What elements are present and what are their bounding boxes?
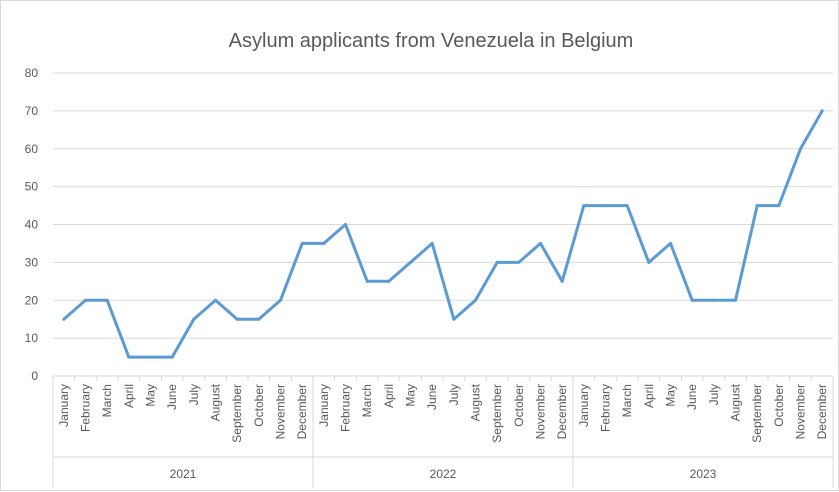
- x-tick-label: January: [57, 384, 71, 427]
- data-point: [344, 223, 347, 226]
- year-label: 2023: [690, 467, 717, 481]
- y-tick-label: 30: [25, 255, 39, 269]
- data-point: [474, 298, 477, 302]
- y-tick-label: 20: [25, 293, 39, 307]
- x-tick-label: August: [209, 383, 223, 421]
- data-point: [170, 355, 174, 359]
- x-tick-label: November: [274, 384, 288, 439]
- x-tick-label: June: [165, 384, 179, 410]
- x-tick-label: December: [555, 384, 569, 439]
- data-point: [235, 317, 239, 321]
- year-label: 2021: [170, 467, 197, 481]
- gridlines: [53, 72, 833, 339]
- data-point: [452, 317, 456, 321]
- x-tick-label: August: [729, 383, 743, 421]
- data-point: [127, 355, 131, 359]
- y-tick-label: 70: [25, 104, 39, 118]
- x-tick-label: February: [599, 384, 613, 432]
- data-point: [669, 241, 672, 245]
- x-tick-label: November: [794, 384, 808, 439]
- data-point: [149, 355, 152, 359]
- x-tick-label: January: [317, 384, 331, 427]
- data-point: [539, 241, 542, 245]
- series-line: [62, 109, 824, 359]
- x-tick-label: October: [252, 384, 266, 427]
- x-tick-label: November: [534, 384, 548, 439]
- y-tick-label: 10: [25, 331, 39, 345]
- x-tick-label: March: [360, 384, 374, 417]
- data-point: [647, 260, 651, 264]
- data-point: [625, 204, 629, 208]
- data-point: [105, 298, 109, 302]
- x-tick-label: September: [230, 384, 244, 443]
- x-tick-label: December: [815, 384, 829, 439]
- x-tick-label: March: [100, 384, 114, 417]
- data-point: [279, 298, 282, 302]
- x-tick-label: June: [685, 384, 699, 410]
- x-tick-label: October: [772, 384, 786, 427]
- data-point: [690, 298, 694, 302]
- data-point: [322, 241, 326, 245]
- x-tick-label: June: [425, 384, 439, 410]
- data-point: [734, 298, 737, 302]
- y-tick-label: 40: [25, 218, 39, 232]
- data-point: [409, 260, 412, 264]
- x-tick-label: February: [339, 384, 353, 432]
- data-point: [777, 204, 781, 208]
- data-point: [604, 204, 607, 208]
- data-point: [495, 260, 499, 264]
- x-axis-year-labels: 2021 2022 2023: [170, 467, 717, 481]
- data-point: [387, 279, 391, 283]
- x-tick-label: April: [382, 384, 396, 408]
- data-point: [560, 279, 564, 283]
- y-tick-label: 50: [25, 180, 39, 194]
- y-tick-label: 60: [25, 142, 39, 156]
- data-point: [799, 147, 802, 151]
- y-axis-ticks: 0 10 20 30 40 50 60 70 80: [25, 66, 39, 383]
- y-tick-label: 0: [31, 369, 38, 383]
- data-point: [300, 241, 304, 245]
- data-point: [582, 204, 586, 208]
- data-point: [430, 241, 434, 245]
- x-tick-label: August: [469, 383, 483, 421]
- data-point: [820, 109, 824, 113]
- y-tick-label: 80: [25, 66, 39, 80]
- data-point: [257, 317, 261, 321]
- x-tick-label: July: [447, 384, 461, 405]
- data-point: [365, 279, 369, 283]
- x-tick-label: September: [750, 384, 764, 443]
- data-point: [62, 317, 66, 321]
- x-tick-label: May: [404, 384, 418, 407]
- x-tick-label: January: [577, 384, 591, 427]
- data-point: [84, 298, 87, 302]
- x-tick-label: April: [642, 384, 656, 408]
- x-tick-label: February: [79, 384, 93, 432]
- data-point: [192, 317, 196, 321]
- chart-title: Asylum applicants from Venezuela in Belg…: [229, 30, 634, 52]
- x-tick-label: October: [512, 384, 526, 427]
- series-layer: [62, 109, 824, 359]
- data-point: [755, 204, 759, 208]
- x-tick-label: July: [187, 384, 201, 405]
- x-tick-label: September: [490, 384, 504, 443]
- x-tick-label: December: [295, 384, 309, 439]
- x-tick-label: May: [144, 384, 158, 407]
- x-axis: [52, 375, 834, 488]
- data-point: [517, 260, 521, 264]
- data-point: [214, 298, 217, 302]
- x-tick-label: March: [620, 384, 634, 417]
- data-point: [712, 298, 716, 302]
- x-tick-label: May: [664, 384, 678, 407]
- x-tick-label: July: [707, 384, 721, 405]
- x-tick-label: April: [122, 384, 136, 408]
- x-axis-month-labels: January February March April May June July Augu…: [57, 383, 829, 442]
- year-label: 2022: [430, 467, 457, 481]
